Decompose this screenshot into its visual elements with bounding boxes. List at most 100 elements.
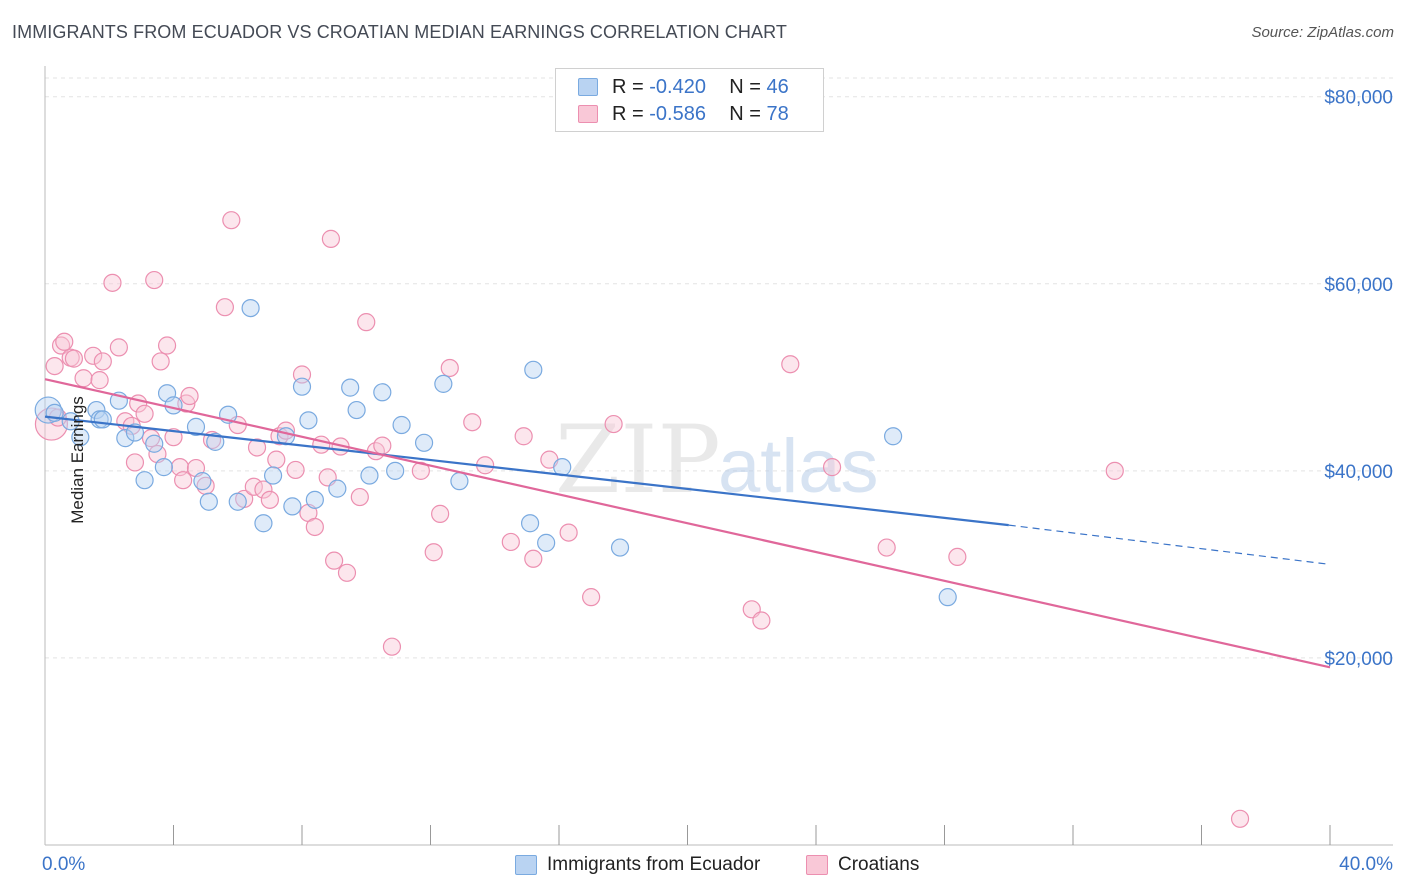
- watermark-zip: ZIP: [555, 406, 721, 515]
- croatians-point: [559, 523, 578, 542]
- croatians-point: [305, 517, 324, 537]
- croatians-point: [514, 427, 533, 446]
- legend-n-label: N =: [729, 75, 761, 98]
- ecuador-point: [241, 299, 260, 318]
- croatians-point: [64, 349, 84, 368]
- legend-n-label: N =: [729, 102, 761, 125]
- croatians-point: [135, 404, 154, 423]
- watermark-atlas: atlas: [718, 424, 879, 509]
- bottom-legend-swatch-croatians: [806, 855, 828, 875]
- ecuador-point: [524, 360, 543, 379]
- croatians-point: [55, 332, 74, 351]
- croatians-point: [180, 386, 199, 406]
- ecuador-point: [537, 533, 556, 552]
- ecuador-point: [292, 377, 312, 396]
- ecuador-point: [938, 588, 957, 607]
- croatians-point: [254, 480, 273, 499]
- croatians-point: [325, 551, 344, 570]
- ecuador-point: [135, 471, 154, 490]
- ecuador-point: [164, 396, 183, 415]
- croatians-point: [74, 369, 93, 388]
- croatians-point: [781, 355, 800, 374]
- croatians-point: [1105, 461, 1124, 480]
- croatians-point: [109, 338, 128, 357]
- croatians-point: [247, 438, 267, 457]
- croatians-point: [424, 543, 443, 562]
- bottom-legend-swatch-ecuador: [515, 855, 537, 875]
- ecuador-point: [610, 538, 630, 557]
- ecuador-point: [34, 396, 62, 424]
- croatians-point: [357, 313, 376, 332]
- y-tick-label: $20,000: [1324, 649, 1393, 670]
- ecuador-point: [305, 490, 324, 509]
- croatians-point: [157, 336, 177, 355]
- croatians-point: [382, 637, 402, 656]
- ecuador-point: [154, 458, 173, 477]
- croatians-point: [948, 547, 967, 567]
- croatians-point: [174, 471, 193, 490]
- ecuador-point: [263, 466, 283, 485]
- ecuador-point: [116, 429, 135, 448]
- croatians-point: [440, 358, 459, 378]
- ecuador-point: [341, 378, 360, 397]
- ecuador-point: [193, 472, 212, 491]
- bottom-legend-label-ecuador: Immigrants from Ecuador: [547, 854, 761, 875]
- legend-swatch-ecuador: [578, 78, 598, 96]
- bottom-legend-ecuador[interactable]: Immigrants from Ecuador: [515, 852, 760, 878]
- croatians-point: [186, 458, 206, 478]
- ecuador-point: [228, 492, 247, 511]
- croatians-point: [877, 538, 896, 557]
- y-tick-label: $80,000: [1324, 88, 1393, 109]
- legend-r-value-ecuador: -0.420: [649, 75, 706, 98]
- croatians-point: [431, 504, 450, 523]
- croatians-point: [164, 428, 183, 447]
- ecuador-point: [373, 383, 392, 402]
- legend-row-croatians: R = -0.586 N = 78: [578, 102, 789, 126]
- ecuador-point: [883, 427, 903, 446]
- ecuador-point: [392, 415, 411, 435]
- bottom-legend-label-croatians: Croatians: [838, 854, 920, 875]
- croatians-point: [582, 588, 601, 607]
- croatians-point: [350, 487, 369, 507]
- ecuador-trend-extension: [1008, 524, 1331, 565]
- ecuador-point: [71, 428, 90, 447]
- croatians-point: [286, 460, 305, 480]
- croatians-point: [45, 356, 64, 376]
- legend-n-value-ecuador: 46: [766, 75, 789, 98]
- croatians-point: [604, 414, 623, 434]
- ecuador-point: [450, 472, 469, 491]
- croatians-point: [90, 371, 109, 390]
- croatians-point: [267, 450, 286, 469]
- croatians-point: [1230, 809, 1250, 828]
- ecuador-point: [414, 433, 434, 452]
- ecuador-point: [206, 432, 225, 451]
- bottom-legend-croatians[interactable]: Croatians: [806, 852, 919, 878]
- ecuador-point: [199, 492, 218, 511]
- legend-r-label: R =: [612, 75, 644, 98]
- croatians-point: [524, 549, 543, 568]
- y-tick-label: $60,000: [1324, 275, 1393, 296]
- x-tick-label-min: 0.0%: [42, 854, 85, 875]
- croatians-point: [822, 458, 842, 477]
- ecuador-point: [386, 461, 405, 480]
- croatians-point: [463, 413, 482, 432]
- croatians-point: [84, 346, 103, 365]
- ecuador-point: [254, 514, 273, 533]
- croatians-point: [501, 532, 520, 552]
- croatians-point: [752, 611, 771, 630]
- ecuador-point: [283, 497, 302, 516]
- ecuador-point: [347, 400, 366, 420]
- ecuador-point: [520, 514, 540, 533]
- croatians-trend-line: [44, 378, 1331, 669]
- croatians-point: [151, 352, 170, 371]
- ecuador-point: [328, 479, 347, 498]
- chart-title: IMMIGRANTS FROM ECUADOR VS CROATIAN MEDI…: [12, 22, 787, 42]
- correlation-legend: R = -0.420 N = 46 R = -0.586 N = 78: [555, 68, 824, 132]
- croatians-point: [93, 352, 112, 371]
- ecuador-point: [145, 434, 164, 453]
- croatians-point: [337, 563, 357, 582]
- ecuador-point: [360, 466, 379, 485]
- ecuador-point: [299, 411, 318, 430]
- croatians-point: [321, 229, 341, 248]
